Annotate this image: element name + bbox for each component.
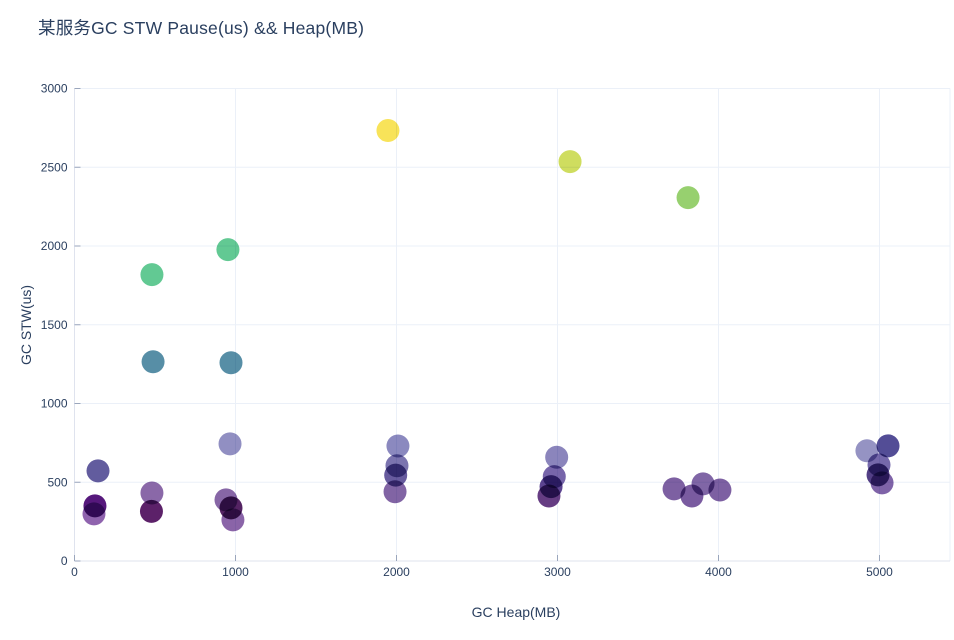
y-tick-label: 2000 [41,239,68,253]
scatter-point[interactable] [219,496,243,520]
x-tick-label: 4000 [705,565,732,579]
scatter-point[interactable] [545,445,569,469]
grid-layer [74,88,951,561]
x-tick-label: 2000 [383,565,410,579]
y-tick-label: 1000 [41,397,68,411]
tick-layer: 0 1000 2000 3000 4000 5000 0 500 1000 1500 2000 250… [41,82,893,580]
y-tick-label: 2500 [41,160,68,174]
scatter-point[interactable] [140,481,164,505]
scatter-point[interactable] [83,494,107,518]
y-tick-label: 1500 [41,318,68,332]
scatter-point[interactable] [870,471,894,495]
scatter-point[interactable] [876,434,900,458]
scatter-point[interactable] [139,499,163,523]
scatter-point[interactable] [676,186,700,210]
y-axis-title: GC STW(us) [18,285,34,365]
scatter-point[interactable] [384,463,408,487]
scatter-point[interactable] [376,119,400,143]
scatter-point[interactable] [558,150,582,174]
x-tick-label: 1000 [222,565,249,579]
x-tick-label: 5000 [866,565,893,579]
chart-title: 某服务GC STW Pause(us) && Heap(MB) [38,18,365,38]
scatter-point[interactable] [86,459,110,483]
y-tick-label: 3000 [41,82,68,96]
x-axis-title: GC Heap(MB) [472,604,561,620]
scatter-point[interactable] [141,350,165,374]
y-tick-label: 0 [61,554,68,568]
scatter-point[interactable] [537,484,561,508]
scatter-point[interactable] [219,351,243,375]
scatter-point[interactable] [140,263,164,287]
scatter-point[interactable] [383,480,407,504]
scatter-point[interactable] [662,477,686,501]
scatter-point[interactable] [708,478,732,502]
scatter-points-layer [82,119,900,532]
scatter-point[interactable] [218,432,242,456]
scatter-point[interactable] [216,238,240,262]
scatter-point[interactable] [386,434,410,458]
y-tick-label: 500 [47,475,67,489]
x-tick-label: 0 [71,565,78,579]
x-tick-label: 3000 [544,565,571,579]
